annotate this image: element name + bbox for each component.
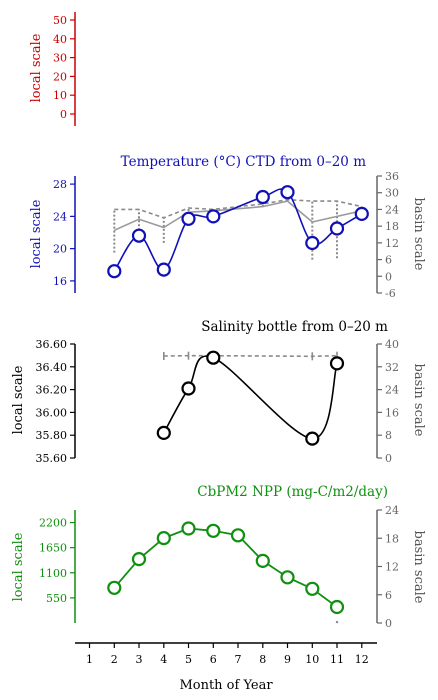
panel-temperature-right-axis-tick-label: 0 (385, 270, 392, 283)
panel-npp-local-point (230, 528, 246, 543)
panel-temperature-local-line (113, 188, 363, 272)
panel-temperature-local-point (156, 262, 171, 277)
x-axis-tick-label: 9 (284, 653, 291, 666)
panel-npp-left-axis-tick-label: 1650 (39, 542, 67, 555)
panel-npp-local-line (113, 527, 338, 608)
panel-salinity-right-axis-tick-label: 0 (385, 452, 392, 465)
panel-temperature-right-axis-tick-label: 24 (385, 203, 399, 216)
panel-temperature-local-point (107, 264, 122, 279)
panel-temperature-local-point (354, 206, 369, 221)
x-axis-tick-label: 3 (136, 653, 143, 666)
panel-temperature-local-point (181, 211, 196, 226)
panel-npp-right-axis-tick-label: 18 (385, 532, 399, 545)
x-axis-label: Month of Year (179, 678, 273, 693)
panel-top-left-axis-tick-label: 0 (60, 108, 67, 121)
x-axis-tick-label: 4 (160, 653, 167, 666)
panel-salinity-local-point (181, 381, 196, 396)
panel-temperature-local-point (305, 235, 320, 251)
panel-salinity-local-point (156, 425, 171, 440)
panel-npp-right-ylabel: basin scale (411, 531, 426, 604)
x-axis-tick-label: 5 (185, 653, 192, 666)
panel-salinity-left-axis-tick-label: 36.20 (36, 384, 68, 397)
panel-npp-right-axis-tick-label: 24 (385, 504, 399, 517)
panel-temperature-local-point (255, 189, 270, 205)
panel-temperature-left-axis-tick-label: 16 (53, 275, 67, 288)
panel-salinity-left-ylabel: local scale (11, 365, 26, 434)
panel-salinity-local-line (163, 355, 338, 440)
panel-npp-left-axis-tick-label: 550 (46, 592, 67, 605)
panel-temperature-basin-mean-line (113, 200, 362, 232)
x-axis: Month of Year 1 2 3 4 5 6 7 8 9 10 11 12 (75, 642, 377, 693)
panel-temperature-left-axis-tick-label: 28 (53, 178, 67, 191)
panel-temperature-right-axis-tick-label: 36 (385, 170, 399, 183)
panel-salinity-local-point (206, 350, 221, 365)
panel-temperature-right-axis-tick-label: 30 (385, 187, 399, 200)
panel-salinity-left-axis-tick-label: 36.00 (36, 406, 68, 419)
panel-npp-left-axis-tick-label: 2200 (39, 517, 67, 530)
panel-npp-local-point (255, 553, 270, 569)
panel-npp-left-ylabel: local scale (11, 532, 26, 601)
panel-salinity-basin-mean-line (163, 354, 338, 358)
panel-npp-basin-point (335, 620, 339, 624)
panel-temperature-right-axis-tick-label: 12 (385, 237, 399, 250)
panel-top-left-axis-tick-label: 40 (53, 33, 67, 46)
panel-npp: CbPM2 NPP (mg-C/m2/day) local scale basi… (11, 484, 426, 630)
panel-temperature-local-point (206, 209, 221, 224)
panel-temperature-right-axis-tick-label: 18 (385, 220, 399, 233)
panel-temperature-local-point (280, 185, 295, 200)
panel-top-left-axis-tick-label: 20 (53, 70, 67, 83)
panel-npp-left-axis-tick-label: 1100 (39, 567, 67, 580)
panel-npp-right-axis-tick-label: 12 (385, 561, 399, 574)
panel-temperature-local-point (329, 221, 345, 236)
x-axis-tick-label: 7 (235, 653, 242, 666)
panel-npp-title: CbPM2 NPP (mg-C/m2/day) (197, 484, 388, 500)
panel-npp-local-point (107, 580, 122, 595)
panel-npp-local-point (156, 530, 171, 546)
panel-salinity: Salinity bottle from 0–20 m local scale … (11, 319, 426, 465)
panel-salinity-right-axis-tick-label: 32 (385, 361, 399, 374)
panel-top: local scale 50 40 30 20 10 0 (29, 12, 76, 126)
panel-temperature-left-axis-tick-label: 24 (53, 210, 67, 223)
panel-temperature: Temperature (°C) CTD from 0–20 m local s… (29, 154, 426, 300)
panel-temperature-title: Temperature (°C) CTD from 0–20 m (121, 154, 367, 170)
panel-salinity-right-axis-tick-label: 40 (385, 338, 399, 351)
x-axis-tick-label: 6 (210, 653, 217, 666)
panel-salinity-right-axis-tick-label: 16 (385, 406, 399, 419)
panel-salinity-left-axis-tick-label: 35.80 (36, 429, 68, 442)
panel-npp-local-point (329, 599, 345, 615)
panel-top-left-axis-tick-label: 50 (53, 14, 67, 27)
x-axis-tick-label: 10 (305, 653, 319, 666)
panel-salinity-left-axis-tick-label: 35.60 (36, 452, 68, 465)
panel-salinity-left-axis-tick-label: 36.60 (36, 338, 68, 351)
x-axis-tick-label: 1 (86, 653, 93, 666)
panel-salinity-right-ylabel: basin scale (411, 364, 426, 437)
panel-salinity-title: Salinity bottle from 0–20 m (201, 319, 388, 335)
panel-salinity-local-point (305, 431, 320, 446)
panel-top-left-ylabel: local scale (29, 33, 44, 102)
panel-npp-local-point (305, 581, 320, 596)
panel-npp-local-point (206, 523, 221, 538)
x-axis-tick-label: 11 (330, 653, 344, 666)
panel-salinity-right-axis-tick-label: 8 (385, 429, 392, 442)
panel-temperature-left-axis-tick-label: 20 (53, 243, 67, 256)
panel-npp-local-point (280, 570, 295, 585)
panel-npp-local-point (181, 521, 196, 536)
panel-temperature-right-axis-tick-label: -6 (385, 287, 396, 300)
x-axis-tick-label: 2 (111, 653, 118, 666)
panel-npp-right-axis-tick-label: 0 (385, 617, 392, 630)
panel-salinity-right-axis-tick-label: 24 (385, 384, 399, 397)
panel-salinity-local-point (329, 356, 345, 371)
panel-npp-local-point (131, 551, 147, 567)
panel-top-left-axis-tick-label: 10 (53, 89, 67, 102)
panel-top-left-axis-tick-label: 30 (53, 52, 67, 65)
panel-temperature-local-point (131, 228, 147, 243)
panel-temperature-left-ylabel: local scale (29, 199, 44, 268)
x-axis-tick-label: 12 (355, 653, 369, 666)
panel-salinity-left-axis-tick-label: 36.40 (36, 361, 68, 374)
panel-temperature-right-ylabel: basin scale (411, 198, 426, 271)
x-axis-tick-label: 8 (259, 653, 266, 666)
panel-npp-right-axis-tick-label: 6 (385, 589, 392, 602)
panel-temperature-right-axis-tick-label: 6 (385, 254, 392, 267)
